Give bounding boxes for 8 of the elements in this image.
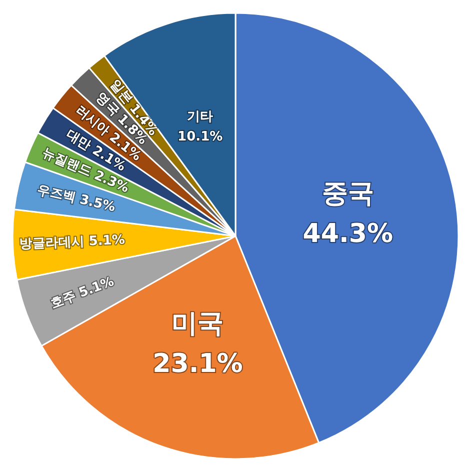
data-label: 44.3% — [302, 219, 393, 250]
slice-label: 호주 5.1% — [48, 274, 116, 312]
slice-label: 방글라데시 5.1% — [19, 232, 126, 252]
slice-label: 중국 — [322, 179, 374, 210]
data-label: 10.1% — [178, 130, 223, 145]
slice-label: 미국 — [172, 309, 224, 340]
slice-label: 기타 — [187, 110, 214, 125]
data-label: 23.1% — [152, 349, 243, 380]
